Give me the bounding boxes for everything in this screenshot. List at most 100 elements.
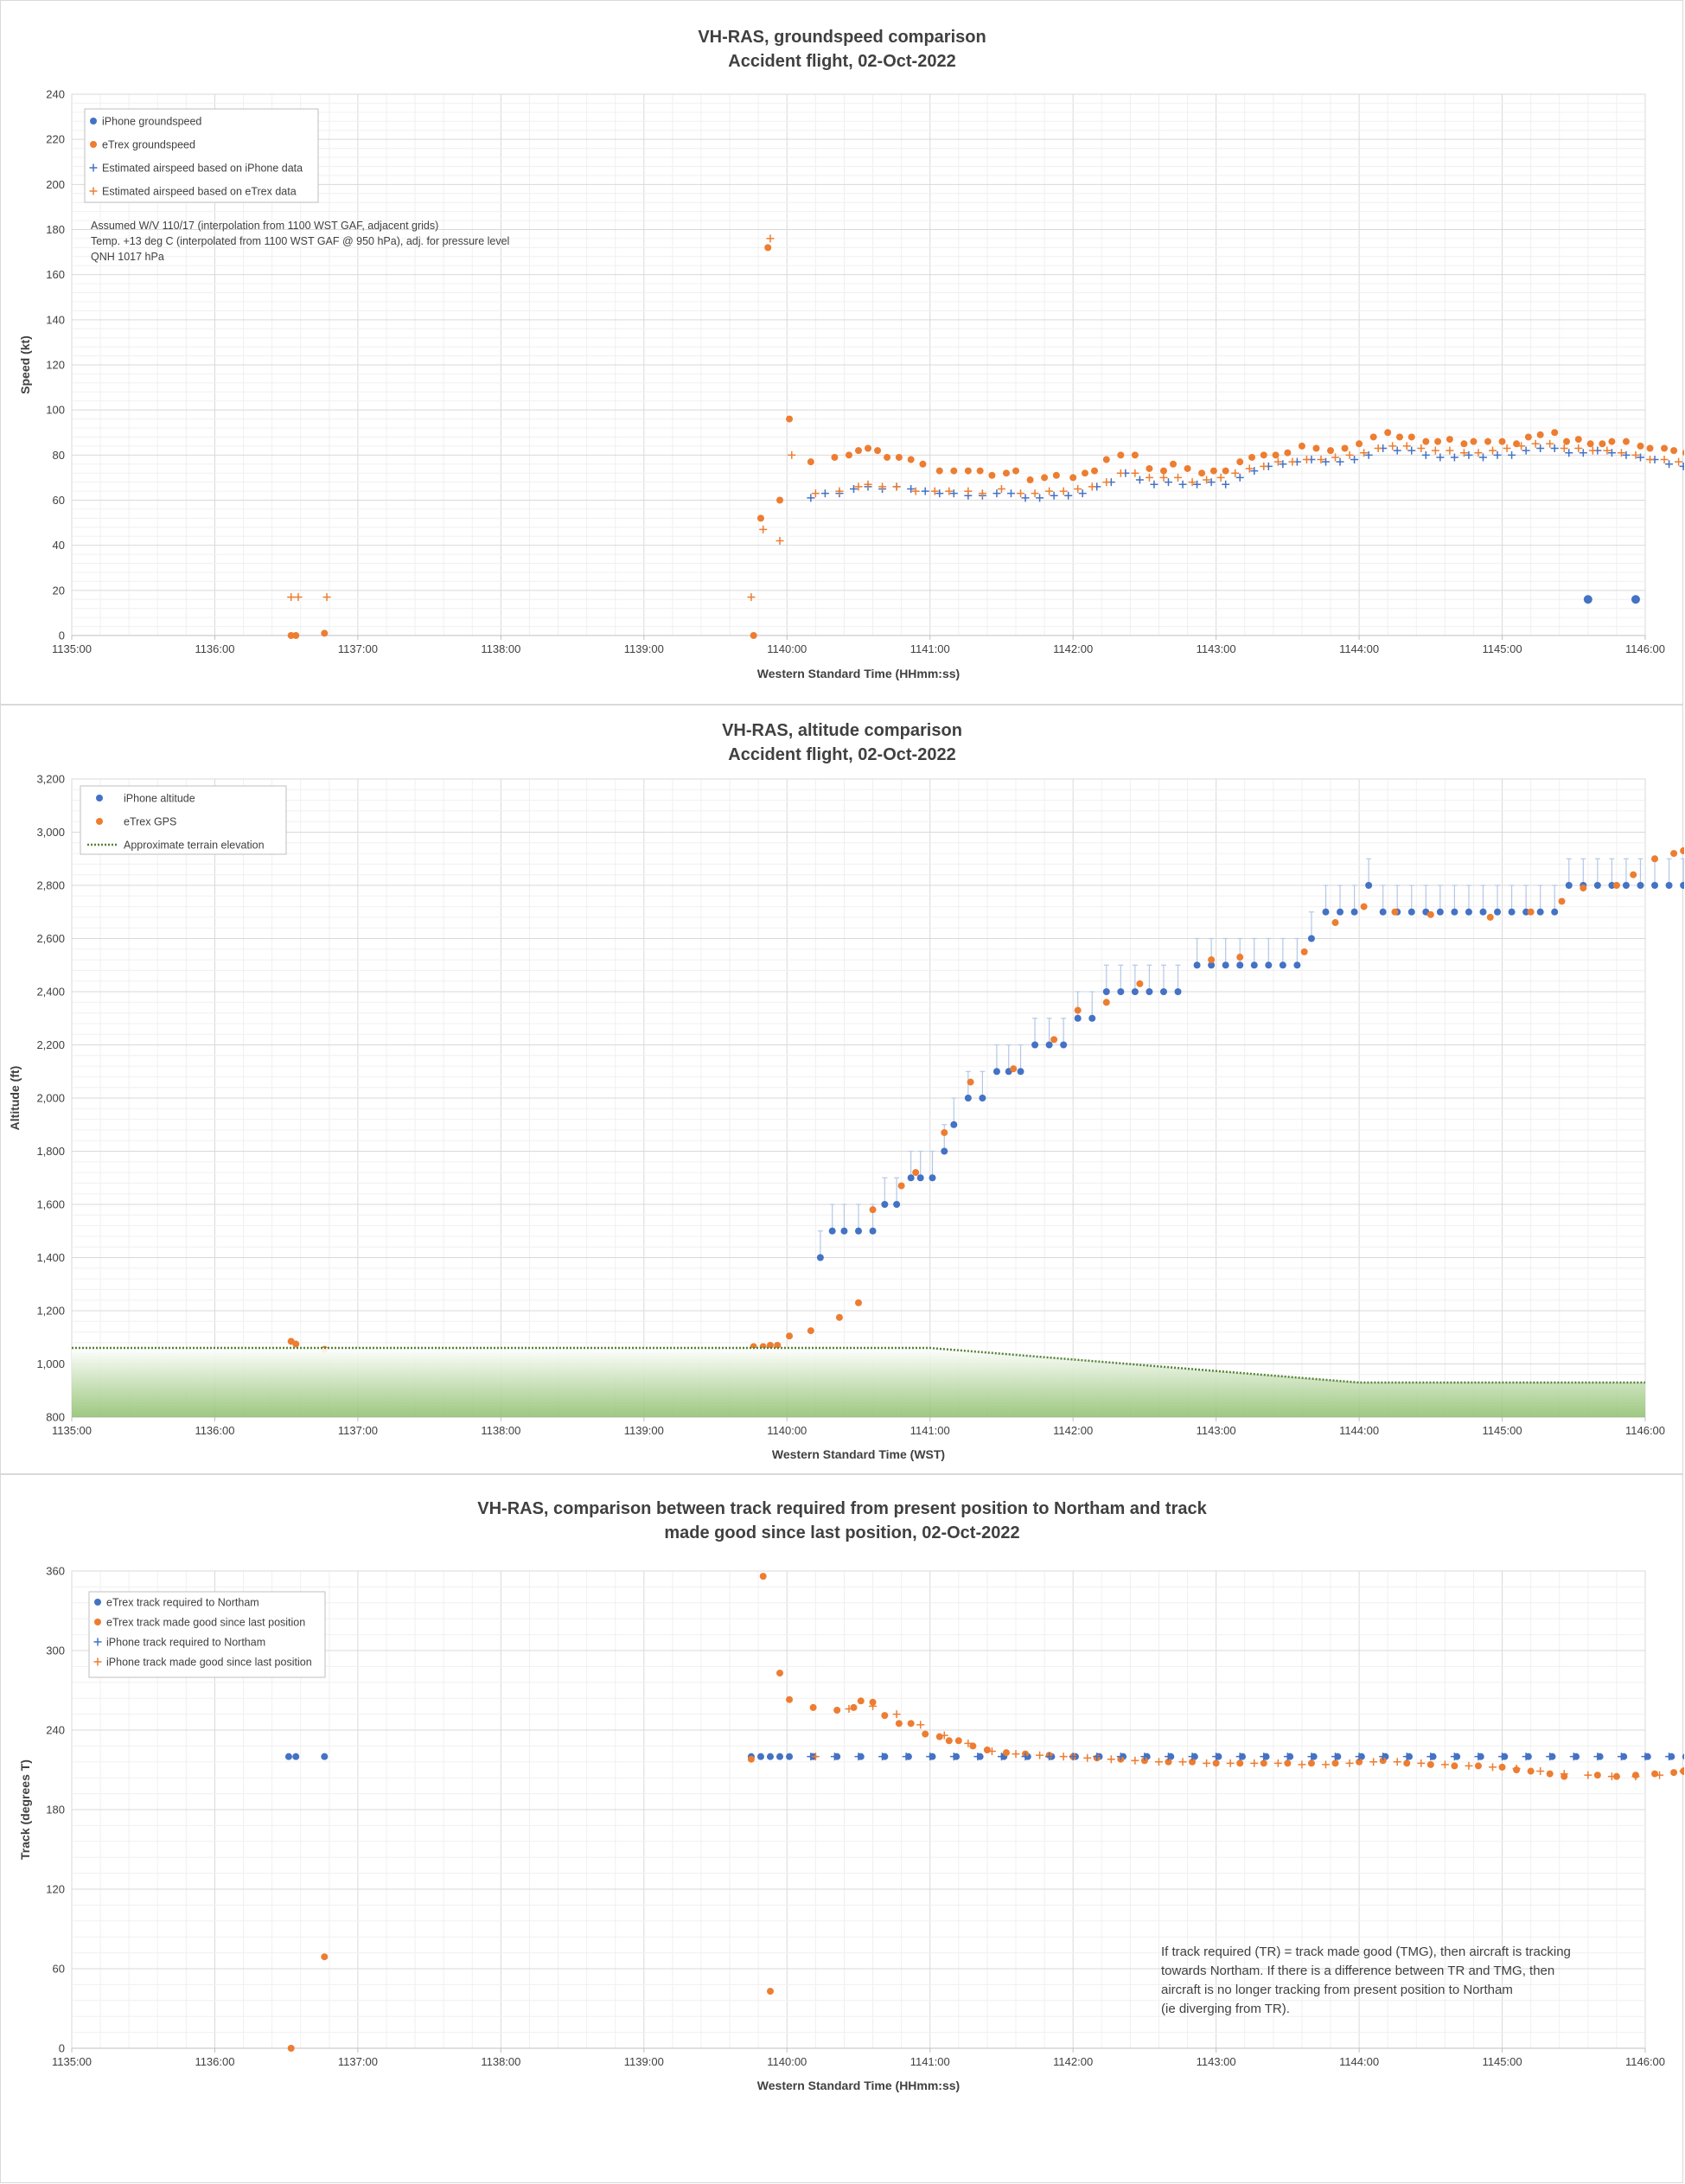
data-point — [1300, 948, 1308, 955]
legend-item: iPhone altitude — [96, 793, 195, 805]
y-tick-label: 240 — [46, 88, 65, 101]
terrain-area — [72, 1348, 1645, 1417]
data-point — [1379, 1753, 1388, 1761]
x-tick-label: 1142:00 — [1053, 1424, 1093, 1437]
data-point — [1107, 1755, 1115, 1764]
data-point — [1307, 935, 1315, 942]
data-point — [1146, 988, 1153, 995]
data-point — [1536, 431, 1544, 438]
data-point — [1088, 482, 1096, 491]
data-point — [1631, 450, 1640, 459]
data-point — [1393, 1758, 1401, 1766]
data-point — [1041, 474, 1049, 482]
legend-box — [80, 785, 287, 855]
data-point — [1036, 494, 1044, 502]
data-point — [1288, 457, 1297, 466]
data-point — [1236, 954, 1244, 961]
data-point — [869, 1206, 877, 1214]
data-point — [788, 450, 796, 459]
data-point — [775, 536, 784, 545]
data-point — [1178, 480, 1187, 489]
data-point — [321, 629, 329, 637]
data-point — [1336, 457, 1344, 466]
data-point — [1222, 467, 1229, 475]
data-point — [1284, 1759, 1292, 1767]
data-point — [1656, 1771, 1664, 1779]
data-point — [1517, 442, 1526, 450]
data-point — [1050, 1036, 1058, 1044]
data-point — [1460, 440, 1468, 448]
data-point — [1637, 882, 1644, 889]
data-point — [1546, 439, 1554, 448]
legend-box — [88, 1591, 326, 1678]
series-estimated-airspeed-based-on-etrex-data — [287, 234, 1683, 602]
data-point — [764, 244, 772, 252]
data-point — [1622, 437, 1630, 445]
gridlines — [71, 778, 1646, 1418]
y-tick-label: 360 — [46, 1565, 65, 1578]
track-panel: VH-RAS, comparison between track require… — [0, 1474, 1684, 2183]
data-point — [1622, 882, 1630, 889]
data-point — [855, 447, 862, 455]
data-point — [807, 1327, 814, 1335]
data-point — [1260, 462, 1268, 470]
x-tick-label: 1139:00 — [624, 2055, 664, 2068]
data-point — [1434, 437, 1442, 445]
data-point — [907, 456, 915, 463]
data-point — [287, 2045, 295, 2052]
data-point — [766, 1753, 774, 1760]
data-point — [1060, 1041, 1068, 1049]
data-point — [1302, 456, 1311, 464]
y-tick-label: 2,000 — [36, 1092, 65, 1105]
data-point — [1560, 444, 1568, 453]
data-point — [967, 1078, 974, 1086]
data-point — [1407, 446, 1416, 455]
data-point — [766, 234, 775, 243]
chart-title-line: VH-RAS, groundspeed comparison — [698, 28, 986, 47]
data-point — [1116, 469, 1125, 477]
data-point — [1403, 1759, 1411, 1767]
x-tick-label: 1135:00 — [52, 1424, 92, 1437]
data-point — [1250, 1759, 1259, 1767]
data-point — [1474, 1762, 1482, 1770]
data-point — [1558, 897, 1566, 905]
x-tick-label: 1141:00 — [910, 642, 950, 655]
data-point — [1212, 1753, 1221, 1761]
data-point — [1560, 1770, 1568, 1778]
data-point — [1331, 1759, 1339, 1767]
data-point — [1178, 1758, 1187, 1766]
data-point — [979, 1095, 986, 1102]
data-point — [1661, 444, 1669, 452]
data-point — [1307, 1759, 1315, 1767]
data-point — [1231, 469, 1240, 477]
data-point — [1369, 1758, 1378, 1766]
data-point — [1337, 908, 1344, 916]
x-tick-label: 1142:00 — [1053, 642, 1093, 655]
data-point — [1384, 429, 1392, 437]
x-axis-title: Western Standard Time (WST) — [772, 1447, 945, 1461]
data-point — [750, 632, 757, 639]
legend-label: Estimated airspeed based on eTrex data — [102, 186, 297, 198]
data-point — [1565, 449, 1573, 457]
data-point — [1064, 491, 1073, 500]
y-tick-label: 800 — [46, 1411, 65, 1424]
data-point — [322, 593, 331, 602]
data-point — [1321, 457, 1330, 466]
data-point — [855, 1227, 862, 1235]
data-point — [1446, 436, 1453, 444]
data-point — [1140, 1757, 1148, 1765]
data-point — [1248, 453, 1255, 461]
data-point — [1188, 1753, 1197, 1761]
data-point — [1131, 1756, 1139, 1765]
data-point — [1508, 450, 1516, 459]
data-point — [1422, 437, 1430, 445]
data-point — [1498, 1753, 1507, 1761]
altitude-chart: VH-RAS, altitude comparison Accident flig… — [8, 721, 1684, 1461]
chart-title-line: VH-RAS, altitude comparison — [722, 721, 962, 740]
terrain-line — [72, 1346, 1645, 1384]
data-point — [1236, 1759, 1244, 1767]
x-tick-label: 1145:00 — [1483, 2055, 1522, 2068]
data-point — [1512, 1764, 1521, 1772]
data-point — [1327, 447, 1334, 455]
data-point — [1431, 446, 1439, 455]
